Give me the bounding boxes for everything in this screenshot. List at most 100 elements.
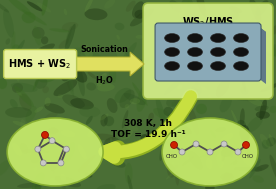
Ellipse shape — [255, 105, 269, 111]
Ellipse shape — [110, 137, 113, 144]
Ellipse shape — [221, 142, 226, 162]
Ellipse shape — [189, 108, 199, 136]
Ellipse shape — [235, 81, 249, 95]
Ellipse shape — [65, 76, 74, 96]
Ellipse shape — [163, 107, 173, 116]
Ellipse shape — [77, 67, 85, 96]
Ellipse shape — [120, 90, 135, 108]
Ellipse shape — [33, 67, 43, 91]
Ellipse shape — [78, 164, 93, 174]
Ellipse shape — [164, 77, 184, 95]
Ellipse shape — [3, 9, 14, 38]
Ellipse shape — [228, 97, 256, 101]
Ellipse shape — [240, 87, 249, 95]
Ellipse shape — [22, 9, 47, 25]
Ellipse shape — [256, 0, 269, 16]
Ellipse shape — [188, 33, 203, 43]
Ellipse shape — [58, 160, 64, 166]
Ellipse shape — [195, 39, 205, 47]
Ellipse shape — [152, 22, 163, 33]
Ellipse shape — [6, 38, 10, 45]
Ellipse shape — [233, 61, 248, 70]
Ellipse shape — [97, 73, 107, 87]
Ellipse shape — [206, 158, 213, 169]
Ellipse shape — [85, 0, 93, 12]
Ellipse shape — [188, 47, 203, 57]
Ellipse shape — [205, 8, 215, 20]
Ellipse shape — [215, 127, 226, 132]
Ellipse shape — [22, 12, 36, 23]
Ellipse shape — [14, 40, 25, 58]
Ellipse shape — [205, 183, 215, 189]
Ellipse shape — [31, 43, 55, 58]
Ellipse shape — [221, 141, 227, 147]
Ellipse shape — [259, 52, 272, 58]
Ellipse shape — [0, 78, 7, 89]
Ellipse shape — [164, 128, 191, 145]
Ellipse shape — [98, 153, 102, 156]
Ellipse shape — [97, 84, 115, 91]
Ellipse shape — [30, 150, 41, 163]
Ellipse shape — [117, 52, 127, 59]
Ellipse shape — [59, 39, 69, 49]
Ellipse shape — [231, 110, 239, 126]
Ellipse shape — [84, 8, 107, 20]
Ellipse shape — [37, 2, 51, 12]
Ellipse shape — [216, 146, 226, 162]
Ellipse shape — [165, 160, 180, 180]
Ellipse shape — [17, 142, 26, 147]
Ellipse shape — [173, 124, 180, 132]
Ellipse shape — [194, 25, 204, 35]
Ellipse shape — [79, 106, 100, 117]
Ellipse shape — [134, 10, 145, 19]
Polygon shape — [158, 26, 266, 32]
Ellipse shape — [51, 169, 67, 189]
Ellipse shape — [159, 142, 166, 161]
Ellipse shape — [38, 73, 57, 83]
Ellipse shape — [87, 72, 96, 79]
Ellipse shape — [7, 59, 18, 67]
Ellipse shape — [68, 74, 74, 91]
Ellipse shape — [137, 85, 148, 112]
Ellipse shape — [179, 8, 186, 17]
Ellipse shape — [14, 72, 20, 82]
Ellipse shape — [167, 163, 175, 178]
Ellipse shape — [256, 111, 270, 119]
Ellipse shape — [256, 81, 274, 95]
Ellipse shape — [18, 57, 26, 63]
Ellipse shape — [176, 19, 187, 47]
Ellipse shape — [266, 44, 276, 56]
Ellipse shape — [186, 1, 192, 27]
Ellipse shape — [196, 34, 208, 63]
Ellipse shape — [164, 47, 180, 57]
Ellipse shape — [136, 35, 144, 39]
Ellipse shape — [211, 61, 225, 70]
Ellipse shape — [194, 80, 201, 96]
Ellipse shape — [20, 143, 28, 154]
Ellipse shape — [45, 98, 51, 106]
Ellipse shape — [40, 160, 46, 166]
Ellipse shape — [126, 124, 139, 132]
Ellipse shape — [41, 0, 48, 16]
Ellipse shape — [174, 160, 179, 186]
Ellipse shape — [65, 26, 72, 45]
Ellipse shape — [233, 33, 248, 43]
Ellipse shape — [243, 59, 255, 68]
Ellipse shape — [166, 169, 178, 180]
Ellipse shape — [242, 11, 252, 20]
Ellipse shape — [84, 173, 92, 178]
Ellipse shape — [153, 108, 172, 121]
Ellipse shape — [188, 151, 203, 170]
Ellipse shape — [171, 142, 177, 149]
Ellipse shape — [269, 134, 275, 146]
Ellipse shape — [128, 175, 133, 189]
Ellipse shape — [220, 95, 232, 112]
Ellipse shape — [239, 64, 246, 91]
Ellipse shape — [73, 68, 87, 83]
Ellipse shape — [216, 79, 230, 97]
Ellipse shape — [54, 80, 77, 96]
Ellipse shape — [180, 149, 186, 164]
Ellipse shape — [86, 116, 93, 125]
Ellipse shape — [260, 82, 276, 92]
Ellipse shape — [7, 118, 103, 186]
